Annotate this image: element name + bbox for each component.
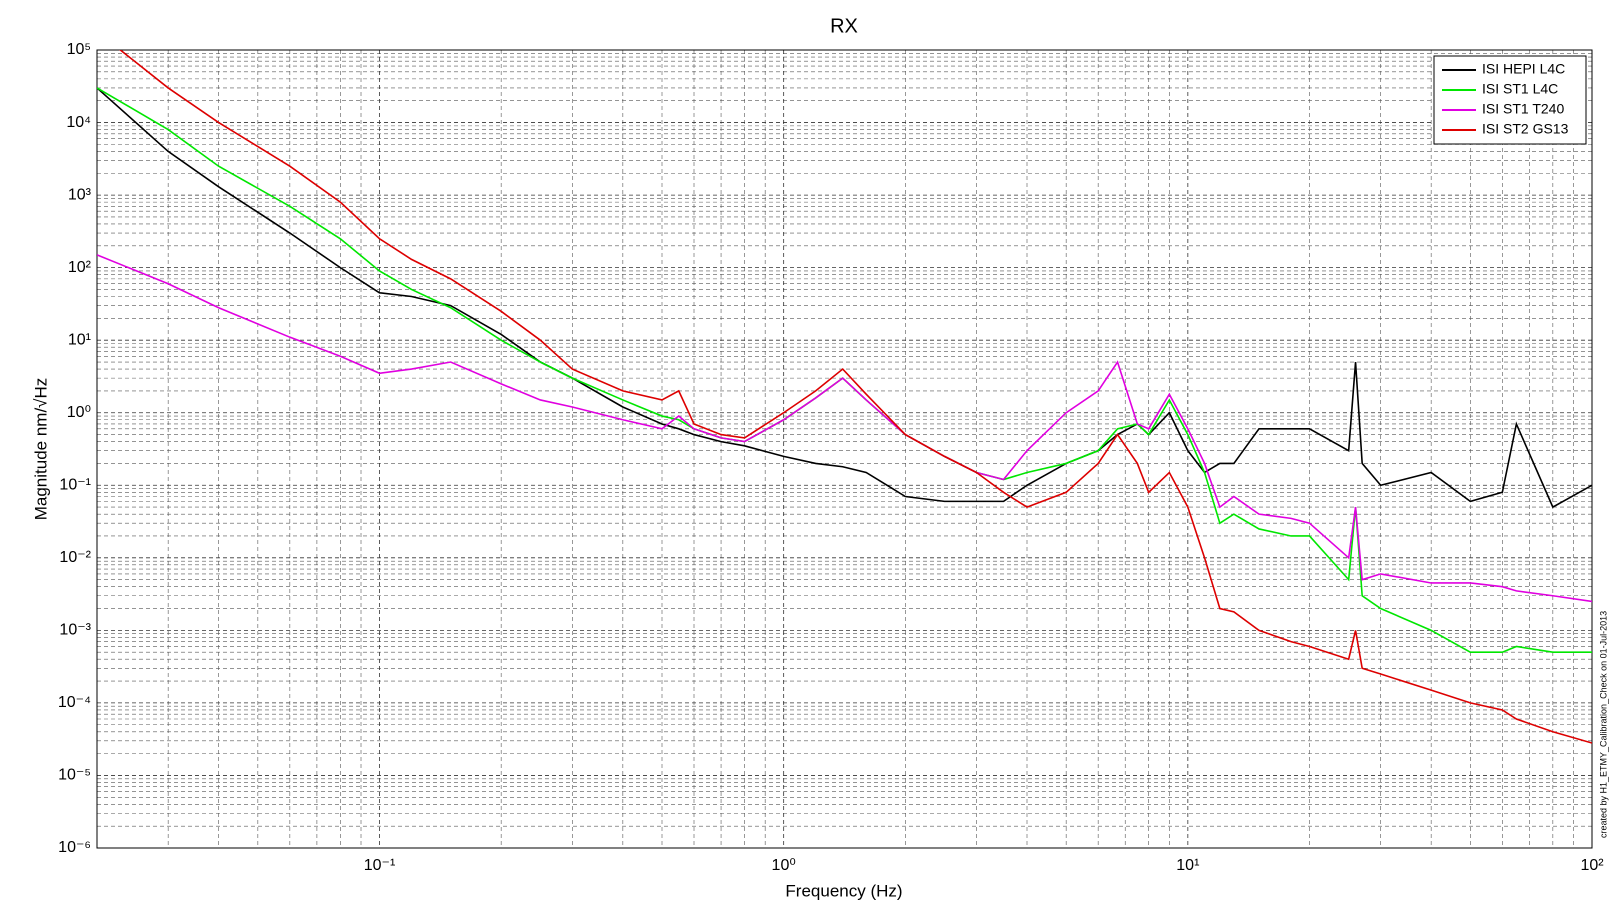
plot-area [97,50,1592,848]
x-tick-label: 10⁰ [772,857,796,874]
series-line [97,254,1592,603]
y-tick-label: 10⁴ [66,114,91,131]
y-tick-label: 10⁻¹ [59,476,91,493]
x-axis-label: Frequency (Hz) [785,881,902,900]
legend-label: ISI ST1 L4C [1482,81,1558,97]
x-tick-label: 10² [1580,857,1604,874]
series-line [119,50,1592,744]
y-tick-label: 10⁻⁶ [58,839,91,856]
legend-label: ISI ST2 GS13 [1482,121,1569,137]
plot-frame [96,49,1593,849]
series-line [97,87,1592,509]
annotation: created by H1_ETMY_Calibration_Check on … [1598,611,1608,838]
y-tick-label: 10³ [68,186,92,203]
y-tick-label: 10² [68,259,92,276]
y-tick-label: 10⁵ [67,41,91,58]
y-tick-label: 10¹ [68,331,91,348]
legend-label: ISI ST1 T240 [1482,101,1564,117]
x-tick-label: 10⁻¹ [364,857,396,874]
plot-lines [97,50,1592,744]
y-tick-label: 10⁻⁵ [58,767,91,784]
legend-label: ISI HEPI L4C [1482,61,1565,77]
y-axis-label: Magnitude nm/√Hz [31,378,50,521]
y-tick-label: 10⁻⁴ [58,694,91,711]
y-tick-label: 10⁻³ [59,622,91,639]
chart-title: RX [830,15,858,37]
y-tick-label: 10⁰ [67,404,91,421]
y-tick-label: 10⁻² [59,549,91,566]
x-tick-label: 10¹ [1176,857,1199,874]
